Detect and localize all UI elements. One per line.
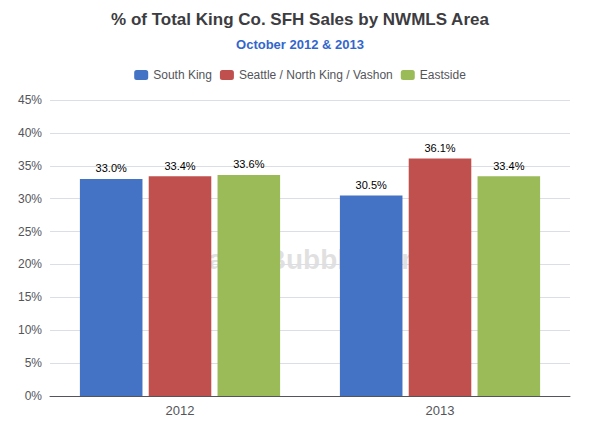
svg-text:15%: 15% — [18, 290, 42, 304]
svg-text:45%: 45% — [18, 93, 42, 107]
svg-text:October 2012 & 2013: October 2012 & 2013 — [236, 37, 364, 52]
svg-text:33.0%: 33.0% — [96, 162, 127, 174]
svg-text:33.4%: 33.4% — [493, 160, 524, 172]
svg-text:40%: 40% — [18, 126, 42, 140]
svg-text:0%: 0% — [25, 389, 43, 403]
svg-text:Seattle / North King / Vashon: Seattle / North King / Vashon — [239, 68, 393, 82]
svg-text:2012: 2012 — [166, 403, 195, 418]
svg-text:25%: 25% — [18, 225, 42, 239]
svg-text:30%: 30% — [18, 192, 42, 206]
svg-text:South King: South King — [153, 68, 212, 82]
svg-text:% of Total King Co. SFH Sales: % of Total King Co. SFH Sales by NWMLS A… — [111, 10, 489, 29]
svg-text:30.5%: 30.5% — [356, 179, 387, 191]
svg-text:2013: 2013 — [426, 403, 455, 418]
svg-text:35%: 35% — [18, 159, 42, 173]
svg-text:Eastside: Eastside — [420, 68, 466, 82]
svg-text:33.6%: 33.6% — [233, 158, 264, 170]
svg-text:SeattleBubble.com: SeattleBubble.com — [174, 244, 426, 276]
svg-text:20%: 20% — [18, 257, 42, 271]
svg-text:36.1%: 36.1% — [424, 142, 455, 154]
svg-text:10%: 10% — [18, 323, 42, 337]
svg-text:33.4%: 33.4% — [164, 160, 195, 172]
svg-text:5%: 5% — [25, 356, 43, 370]
